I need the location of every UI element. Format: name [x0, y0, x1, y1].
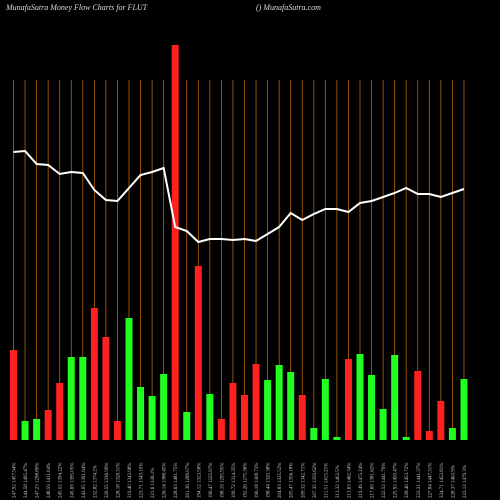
- x-tick-label: 207.35 1359.62%: [313, 463, 318, 498]
- bar: [460, 379, 468, 440]
- bar: [344, 359, 352, 440]
- bar: [298, 395, 306, 440]
- x-tick-label: 248.59 1411.04%: [47, 463, 52, 498]
- x-tick-label: 242.05 1391.64%: [82, 463, 87, 498]
- x-tick-label: 209.32 1342.71%: [301, 463, 306, 498]
- x-tick-label: 192.26 1275.36%: [244, 463, 249, 498]
- x-tick-label: 225.92 1450.47%: [394, 463, 399, 498]
- bar: [217, 419, 225, 440]
- bar: [448, 428, 456, 440]
- x-tick-label: 211.51 1413.25%: [324, 463, 329, 498]
- bar: [10, 350, 17, 440]
- price-line: [13, 149, 465, 244]
- x-tick-label: 247.23 1298.89%: [36, 463, 41, 498]
- bar: [44, 410, 52, 440]
- x-tick-label: 223.31 1441.37%: [417, 463, 422, 498]
- x-tick-label: 199.72 1314.35%: [232, 463, 237, 498]
- bar: [356, 354, 364, 440]
- bar: [391, 355, 399, 440]
- bar: [79, 357, 87, 440]
- x-tick-label: 244.58 1495.47%: [24, 463, 29, 498]
- bar: [67, 357, 75, 440]
- x-tick-label: 224.71 1452.81%: [440, 463, 445, 498]
- x-tick-label: 219.40 1343.98%: [128, 463, 133, 498]
- bar: [194, 266, 202, 440]
- bar: [113, 421, 121, 440]
- x-tick-label: 204.83 1325.52%: [278, 463, 283, 498]
- x-tick-label: 245.69 1395.05%: [70, 463, 75, 498]
- bar: [368, 375, 376, 440]
- x-tick-label: 213.63 1462.34%: [347, 463, 352, 498]
- bar: [402, 437, 410, 440]
- bar: [321, 379, 329, 440]
- bar: [160, 374, 168, 440]
- chart-title: MunafaSutra Money Flow Charts for FLUT: [5, 3, 148, 12]
- x-tick-label: 198.44 1320.38%: [267, 463, 272, 498]
- x-tick-label: 247.92 1457.94%: [13, 463, 18, 498]
- bar: [379, 409, 387, 440]
- x-tick-label: 228.46 1453.72%: [405, 463, 410, 498]
- bar: [56, 383, 64, 440]
- x-tick-label: 196.47 1225.97%: [209, 463, 214, 498]
- x-tick-label: 219.49 1475.24%: [359, 463, 364, 498]
- bar: [137, 387, 145, 440]
- x-tick-label: 228.37 1463.9%: [451, 465, 456, 498]
- bar: [171, 45, 179, 440]
- x-tick-label: 194.12 1323.58%: [197, 463, 202, 498]
- bar: [148, 396, 156, 440]
- bar: [21, 421, 29, 440]
- chart-subtitle: () MunafaSutra.com: [256, 3, 321, 12]
- x-tick-label: 245.02 1394.22%: [59, 463, 64, 498]
- bar: [414, 371, 422, 440]
- bar: [275, 365, 283, 440]
- x-tick-label: 217.69 1381.62%: [371, 463, 376, 498]
- x-tick-label: 227.84 1447.31%: [428, 463, 433, 498]
- bar: [241, 395, 248, 440]
- bar: [90, 308, 98, 440]
- x-tick-label: 222.52 1441.79%: [382, 463, 387, 498]
- x-tick-label: 196.18 1308.73%: [255, 463, 260, 498]
- x-tick-label: 232.82 1374.2%: [93, 465, 98, 498]
- x-tick-label: 223.71 1343.10%: [140, 463, 145, 498]
- bar: [310, 428, 318, 440]
- bar: [102, 337, 110, 440]
- x-tick-label: 201.36 1289.07%: [186, 463, 191, 498]
- x-tick-label: 205.47 1356.18%: [290, 463, 295, 498]
- x-tick-label: 213.32 1402.5%: [336, 465, 341, 498]
- bar: [125, 318, 133, 440]
- x-tick-label: 228.63 1481.75%: [174, 463, 179, 498]
- bar: [264, 380, 272, 440]
- bar: [333, 437, 341, 440]
- x-tick-label: 226.55 1336.99%: [105, 463, 110, 498]
- bar: [437, 401, 445, 440]
- bar: [33, 419, 41, 440]
- x-tick-label: 198.19 1295.95%: [220, 463, 225, 498]
- bar: [287, 372, 295, 440]
- x-tick-label: 221.6 1336.1%: [151, 468, 156, 498]
- bar: [229, 383, 237, 440]
- bar: [206, 394, 214, 440]
- bar: [252, 364, 260, 440]
- bar: [425, 431, 433, 440]
- x-tick-label: 226.14 1388.45%: [163, 463, 168, 498]
- x-tick-label: 228.18 1328.31%: [116, 463, 121, 498]
- x-tick-label: 222.12 1479.3%: [463, 465, 468, 498]
- bar: [183, 412, 191, 440]
